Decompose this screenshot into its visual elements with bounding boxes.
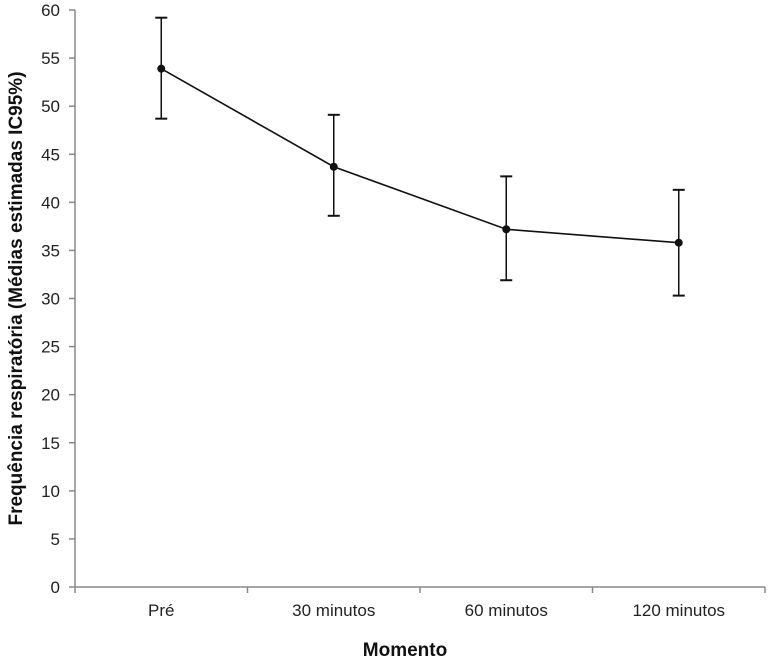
x-tick-label: Pré: [148, 601, 174, 620]
x-tick-label: 120 minutos: [632, 601, 725, 620]
axes: [74, 10, 765, 588]
y-tick-label: 30: [41, 290, 60, 309]
data-point: [674, 238, 683, 247]
y-axis-title: Frequência respiratória (Médias estimada…: [6, 71, 27, 525]
x-tick-label: 30 minutos: [292, 601, 375, 620]
data-point: [157, 64, 166, 73]
y-tick-label: 40: [41, 193, 60, 212]
y-axis-ticks: 0 5 10 15 20 25 30 35 40 45 50 55 60: [41, 1, 75, 597]
y-tick-label: 25: [41, 338, 60, 357]
data-point: [502, 225, 511, 234]
y-tick-label: 55: [41, 49, 60, 68]
y-tick-label: 50: [41, 97, 60, 116]
x-axis-title: Momento: [363, 640, 447, 661]
y-tick-label: 5: [51, 530, 60, 549]
y-tick-label: 20: [41, 386, 60, 405]
y-tick-label: 45: [41, 145, 60, 164]
y-tick-label: 0: [51, 578, 60, 597]
series-polyline: [160, 67, 679, 244]
error-bars: [155, 16, 685, 297]
y-tick-label: 35: [41, 241, 60, 260]
data-points: [157, 64, 683, 247]
series-line: [160, 67, 679, 244]
data-point: [329, 162, 338, 171]
y-tick-label: 10: [41, 482, 60, 501]
x-axis-ticks: Pré 30 minutos 60 minutos 120 minutos: [74, 587, 766, 620]
y-tick-label: 60: [41, 1, 60, 20]
x-tick-label: 60 minutos: [465, 601, 548, 620]
y-tick-label: 15: [41, 434, 60, 453]
